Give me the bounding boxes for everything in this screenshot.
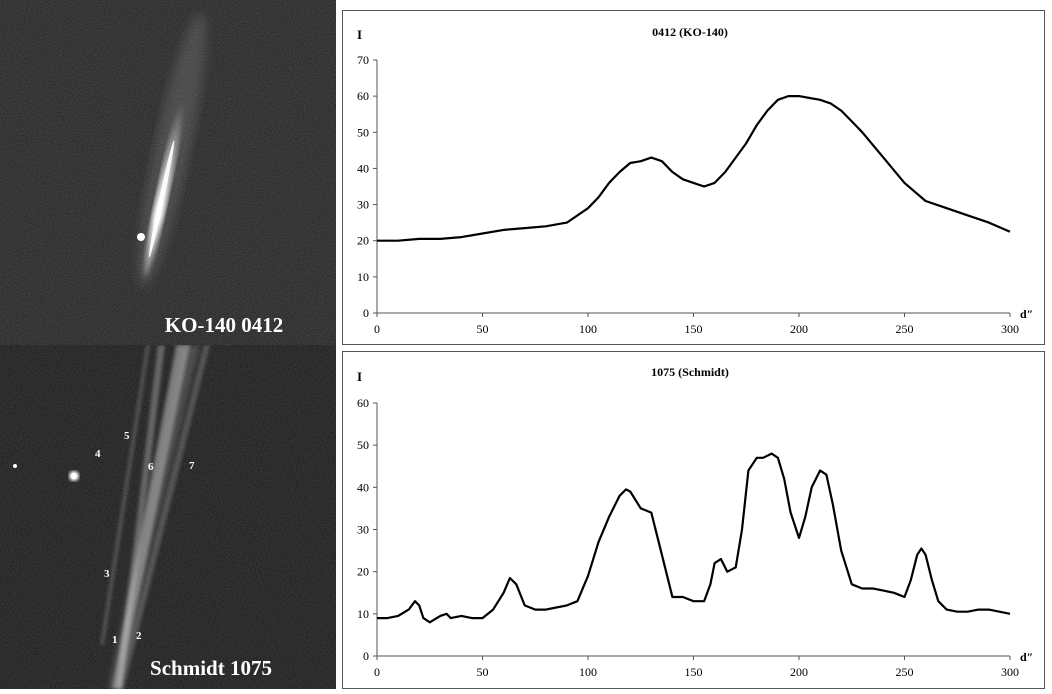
streak-label-3: 3	[104, 568, 110, 580]
x-tick-label: 0	[374, 665, 380, 679]
x-tick-label: 150	[685, 665, 703, 679]
y-tick-label: 10	[357, 270, 369, 284]
comet-image-ko140-svg: KO-140 0412	[0, 0, 336, 345]
image-caption-bottom: Schmidt 1075	[150, 656, 272, 680]
x-tick-label: 50	[477, 322, 489, 336]
x-tick-label: 100	[579, 322, 597, 336]
y-tick-label: 20	[357, 234, 369, 248]
x-tick-label: 250	[896, 665, 914, 679]
streak-label-4: 4	[95, 448, 101, 460]
x-axis-label: d″	[1020, 307, 1033, 321]
x-tick-label: 200	[790, 665, 808, 679]
streak-label-1: 1	[112, 634, 118, 646]
y-tick-label: 0	[363, 306, 369, 320]
star-dot	[137, 233, 145, 241]
y-tick-label: 50	[357, 438, 369, 452]
y-tick-label: 30	[357, 523, 369, 537]
x-axis-label: d″	[1020, 650, 1033, 664]
x-tick-label: 150	[685, 322, 703, 336]
chart-schmidt: 0 10 20 30 40 50 60 0 50 100 150 200 250 300 1075 (Sc…	[342, 351, 1046, 689]
x-tick-label: 100	[579, 665, 597, 679]
y-tick-label: 40	[357, 480, 369, 494]
image-caption-top: KO-140 0412	[165, 313, 283, 337]
y-tick-label: 0	[363, 649, 369, 663]
y-tick-label: 10	[357, 607, 369, 621]
y-tick-label: 60	[357, 89, 369, 103]
streak-label-2: 2	[136, 630, 142, 642]
chart-ko140: 0 10 20 30 40 50 60 70 0 50 100 150 200 250 300 0412 (…	[342, 10, 1046, 345]
y-tick-label: 20	[357, 565, 369, 579]
x-tick-label: 50	[477, 665, 489, 679]
y-tick-label: 30	[357, 198, 369, 212]
y-tick-label: 70	[357, 53, 369, 67]
y-tick-label: 50	[357, 125, 369, 139]
series-line	[377, 452, 1011, 624]
chart-ko140-svg: 0 10 20 30 40 50 60 70 0 50 100 150 200 250 300 0412 (…	[342, 10, 1045, 345]
chart-frame	[342, 351, 1045, 689]
star-core	[71, 473, 77, 479]
y-axis-label: I	[357, 27, 362, 42]
chart-title: 0412 (KO-140)	[652, 25, 728, 39]
streak-label-7: 7	[189, 460, 195, 472]
comet-image-ko140: KO-140 0412	[0, 0, 336, 345]
comet-image-schmidt-svg: 1 2 3 4 5 6 7 Schmidt 1075	[0, 345, 336, 689]
chart-schmidt-svg: 0 10 20 30 40 50 60 0 50 100 150 200 250 300 1075 (Sc…	[342, 351, 1045, 689]
series-line	[377, 95, 1011, 242]
streak-label-5: 5	[124, 430, 130, 442]
y-tick-label: 60	[357, 396, 369, 410]
x-tick-label: 300	[1001, 322, 1019, 336]
y-tick-label: 40	[357, 161, 369, 175]
x-tick-label: 250	[896, 322, 914, 336]
x-tick-label: 300	[1001, 665, 1019, 679]
y-axis-label: I	[357, 369, 362, 384]
star-dot-small	[13, 464, 17, 468]
chart-frame	[342, 10, 1045, 345]
streak-label-6: 6	[148, 461, 154, 473]
x-tick-label: 200	[790, 322, 808, 336]
x-tick-label: 0	[374, 322, 380, 336]
comet-image-schmidt: 1 2 3 4 5 6 7 Schmidt 1075	[0, 345, 336, 689]
chart-title: 1075 (Schmidt)	[651, 365, 729, 379]
